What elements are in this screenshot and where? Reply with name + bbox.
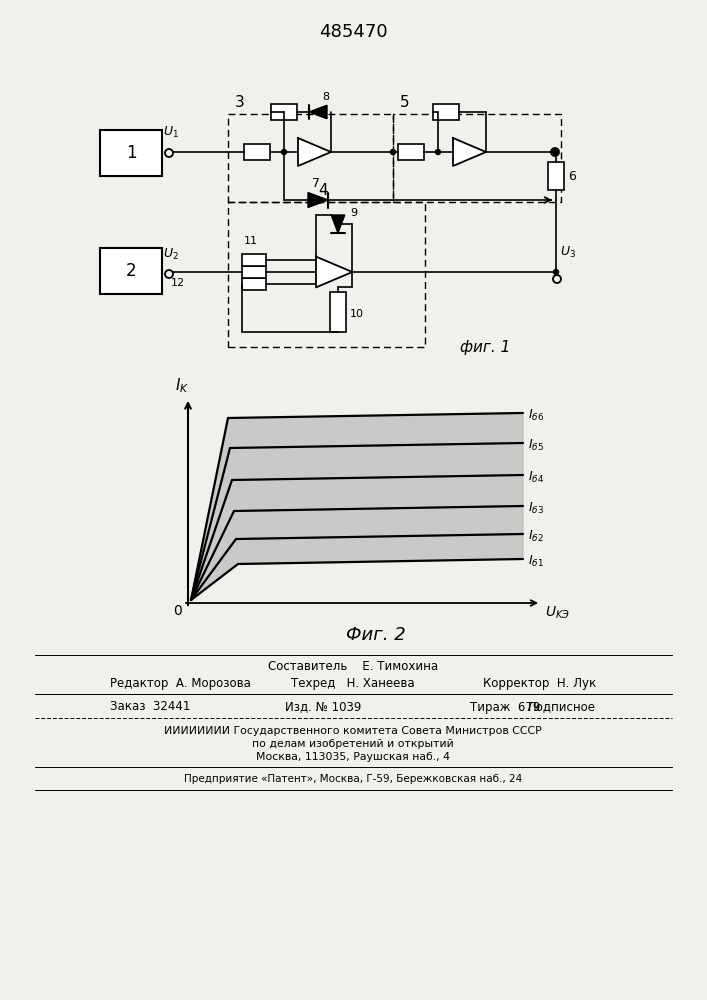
Text: 7: 7: [312, 177, 320, 190]
Text: $U_3$: $U_3$: [560, 245, 576, 260]
Text: Подписное: Подписное: [528, 700, 596, 714]
Bar: [393, 114, 561, 202]
Bar: [330, 292, 346, 332]
Polygon shape: [298, 138, 331, 166]
Text: $I_K$: $I_K$: [175, 376, 189, 395]
Text: Предприятие «Патент», Москва, Г-59, Бережковская наб., 24: Предприятие «Патент», Москва, Г-59, Бере…: [184, 774, 522, 784]
Text: 3: 3: [235, 95, 245, 110]
Text: 9: 9: [350, 208, 357, 218]
Text: $I_{б3}$: $I_{б3}$: [528, 501, 544, 516]
Bar: [228, 202, 425, 347]
Bar: [100, 130, 162, 176]
Bar: [271, 104, 297, 120]
Text: $I_{б6}$: $I_{б6}$: [528, 408, 544, 423]
Text: фиг. 1: фиг. 1: [460, 340, 510, 355]
Bar: [398, 144, 424, 160]
Polygon shape: [316, 257, 352, 287]
Polygon shape: [453, 138, 486, 166]
Text: Заказ  32441: Заказ 32441: [110, 700, 190, 714]
Text: 5: 5: [400, 95, 410, 110]
Circle shape: [390, 149, 395, 154]
Text: $U_1$: $U_1$: [163, 125, 179, 140]
Bar: [244, 144, 270, 160]
Text: 8: 8: [322, 92, 329, 102]
Circle shape: [436, 149, 440, 154]
Polygon shape: [332, 215, 345, 233]
Text: $I_{б1}$: $I_{б1}$: [528, 554, 544, 569]
Text: 10: 10: [350, 309, 364, 319]
Bar: [548, 162, 564, 190]
Bar: [433, 104, 459, 120]
Text: $I_{б2}$: $I_{б2}$: [528, 529, 544, 544]
Polygon shape: [309, 105, 327, 119]
Text: 6: 6: [568, 169, 576, 182]
Polygon shape: [191, 475, 523, 600]
Text: Москва, 113035, Раушская наб., 4: Москва, 113035, Раушская наб., 4: [256, 752, 450, 762]
Text: 2: 2: [126, 262, 136, 280]
Text: по делам изобретений и открытий: по делам изобретений и открытий: [252, 739, 454, 749]
Circle shape: [554, 269, 559, 274]
Text: ИИИИИИИИ Государственного комитета Совета Министров СССР: ИИИИИИИИ Государственного комитета Совет…: [164, 726, 542, 736]
Polygon shape: [191, 443, 523, 600]
Text: 4: 4: [318, 183, 328, 198]
Polygon shape: [308, 192, 328, 208]
Bar: [228, 114, 393, 202]
Text: 0: 0: [174, 604, 182, 618]
Text: Техред   Н. Ханеева: Техред Н. Ханеева: [291, 678, 415, 690]
Text: Редактор  А. Морозова: Редактор А. Морозова: [110, 678, 251, 690]
Text: $U_{KЭ}$: $U_{KЭ}$: [545, 605, 570, 621]
Polygon shape: [191, 534, 523, 600]
Text: Тираж  679: Тираж 679: [470, 700, 540, 714]
Text: Изд. № 1039: Изд. № 1039: [285, 700, 361, 714]
Bar: [242, 278, 266, 290]
Bar: [242, 254, 266, 266]
Bar: [242, 266, 266, 278]
Circle shape: [552, 149, 558, 154]
Text: Фиг. 2: Фиг. 2: [346, 626, 405, 644]
Circle shape: [281, 149, 286, 154]
Text: Корректор  Н. Лук: Корректор Н. Лук: [483, 678, 596, 690]
Text: 1: 1: [126, 144, 136, 162]
Text: Составитель    Е. Тимохина: Составитель Е. Тимохина: [268, 660, 438, 674]
Polygon shape: [191, 413, 523, 600]
Bar: [100, 248, 162, 294]
Text: $I_{б4}$: $I_{б4}$: [528, 470, 544, 485]
Text: $U_2$: $U_2$: [163, 247, 179, 262]
Text: 11: 11: [244, 236, 258, 246]
Text: 12: 12: [171, 278, 185, 288]
Polygon shape: [191, 506, 523, 600]
Text: $I_{б5}$: $I_{б5}$: [528, 438, 544, 453]
Text: 485470: 485470: [319, 23, 387, 41]
